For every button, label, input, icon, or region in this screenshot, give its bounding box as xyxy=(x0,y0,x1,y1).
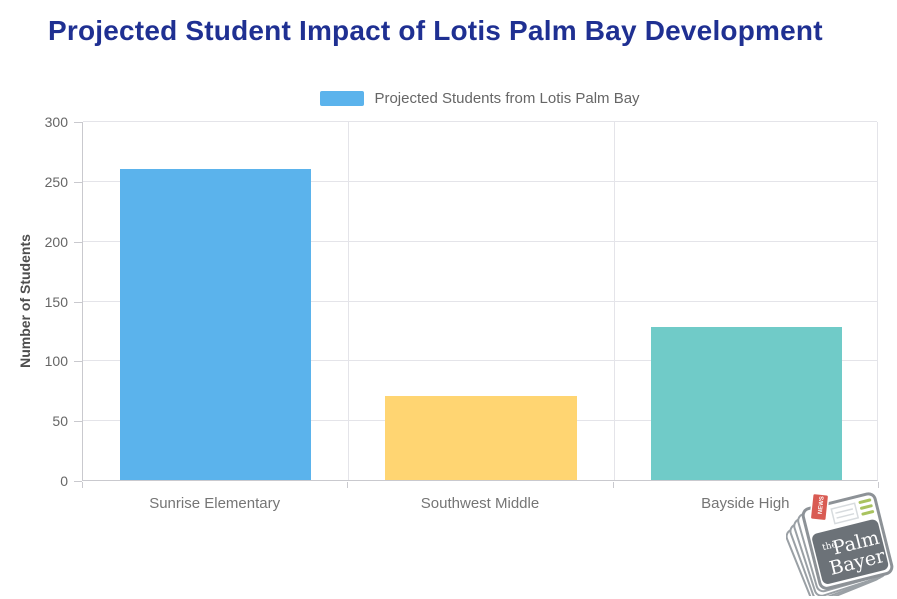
gridline-y-200 xyxy=(83,240,877,242)
legend[interactable]: Projected Students from Lotis Palm Bay xyxy=(82,90,878,107)
y-tick-label-200: 200 xyxy=(44,233,68,250)
gridline-y-100 xyxy=(83,360,877,362)
svg-text:NEWS: NEWS xyxy=(818,496,826,515)
y-tick-mark xyxy=(74,122,82,123)
x-category-label-2: Southwest Middle xyxy=(420,495,540,512)
gridline-x-1 xyxy=(348,122,350,480)
x-tick-mark xyxy=(612,482,614,488)
x-category-label-3: Bayside High xyxy=(701,495,790,512)
y-tick-label-50: 50 xyxy=(52,413,68,430)
bar-bayside-high[interactable] xyxy=(650,326,842,480)
y-tick-label-100: 100 xyxy=(44,353,68,370)
x-tick-mark xyxy=(82,482,83,488)
x-category-label-1: Sunrise Elementary xyxy=(149,495,281,512)
gridline-y-250 xyxy=(83,180,877,182)
x-tick-mark xyxy=(878,482,879,488)
legend-label: Projected Students from Lotis Palm Bay xyxy=(374,90,640,107)
y-tick-label-150: 150 xyxy=(44,293,68,310)
y-tick-mark xyxy=(74,181,82,183)
palm-bayer-logo: NEWS the Palm Bayer xyxy=(785,492,894,599)
newspaper-icon: NEWS the Palm Bayer xyxy=(785,492,894,599)
x-tick-mark xyxy=(347,482,349,488)
y-tick-label-250: 250 xyxy=(44,173,68,190)
news-tag: NEWS xyxy=(809,492,830,522)
svg-text:the: the xyxy=(821,540,838,553)
gridline-y-300 xyxy=(83,121,877,122)
y-tick-mark xyxy=(74,481,82,482)
y-tick-label-300: 300 xyxy=(44,114,68,130)
article-text-lines xyxy=(830,498,875,525)
masthead-panel: the Palm Bayer xyxy=(812,519,889,584)
page-title: Projected Student Impact of Lotis Palm B… xyxy=(48,15,823,46)
plot-area xyxy=(82,121,878,481)
gridline-y-150 xyxy=(83,300,877,302)
y-tick-label-0: 0 xyxy=(60,473,68,489)
y-tick-mark xyxy=(74,301,82,303)
legend-swatch xyxy=(320,91,365,106)
bar-sunrise-elementary[interactable] xyxy=(120,168,312,480)
bar-southwest-middle[interactable] xyxy=(385,396,577,480)
y-tick-mark xyxy=(74,361,82,363)
y-tick-mark xyxy=(74,241,82,243)
gridline-x-2 xyxy=(613,122,615,480)
y-tick-mark xyxy=(74,421,82,423)
